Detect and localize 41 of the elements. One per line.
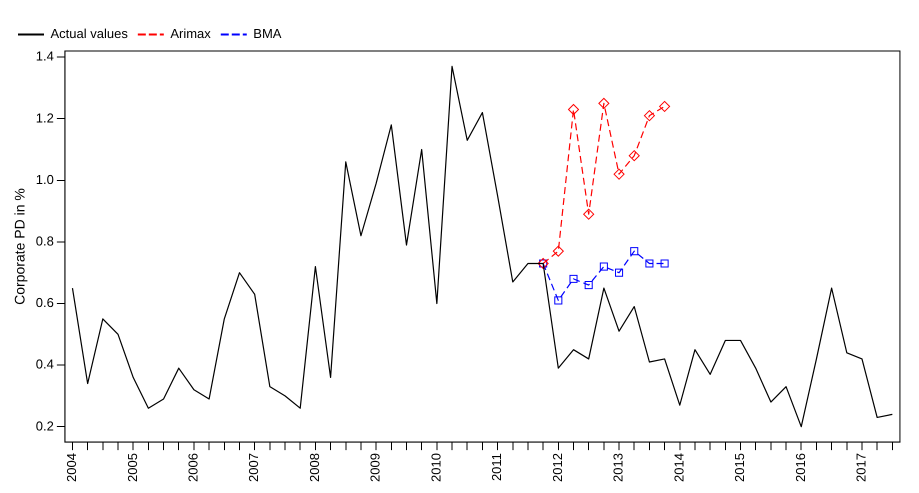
point: [568, 104, 580, 116]
x-tick-label: 2012: [550, 453, 565, 482]
x-tick-label: 2006: [186, 453, 201, 482]
x-tick-label: 2005: [124, 453, 140, 482]
point: [660, 259, 669, 268]
x-tick-label: 2015: [732, 453, 748, 482]
point: [600, 262, 608, 271]
point: [614, 168, 625, 180]
point: [569, 274, 578, 283]
point: [645, 259, 654, 268]
point: [630, 247, 638, 256]
y-tick-label: 1.4: [36, 48, 54, 64]
point: [659, 100, 670, 112]
x-tick-label: 2010: [428, 453, 444, 482]
x-tick-label: 2008: [306, 453, 322, 482]
x-tick-label: 2009: [368, 453, 383, 482]
y-tick-label: 0.6: [36, 295, 54, 310]
x-tick-label: 2017: [854, 453, 869, 482]
x-tick-label: 2011: [489, 453, 504, 482]
point: [628, 150, 640, 162]
point: [615, 268, 624, 277]
point: [598, 98, 610, 109]
x-tick-label: 2004: [64, 453, 80, 482]
legend-label: Actual values: [50, 26, 128, 42]
legend-label: Arimax: [170, 26, 212, 42]
y-tick-label: 1.0: [36, 172, 54, 187]
legend-label: BMA: [253, 26, 282, 42]
x-tick-label: 2014: [671, 453, 686, 482]
point: [644, 110, 655, 122]
y-tick-label: 0.8: [36, 234, 54, 248]
x-tick-label: 2013: [610, 453, 626, 482]
x-tick-label: 2016: [792, 453, 808, 482]
x-tick-label: 2007: [246, 453, 262, 482]
y-tick-label: 0.2: [36, 418, 54, 434]
point: [552, 246, 564, 257]
y-tick-label: 0.4: [36, 356, 54, 372]
point: [583, 208, 594, 220]
point: [584, 280, 593, 290]
y-tick-label: 1.2: [36, 110, 54, 126]
y-axis-title: Corporate PD in %: [11, 188, 28, 305]
point: [554, 296, 562, 304]
